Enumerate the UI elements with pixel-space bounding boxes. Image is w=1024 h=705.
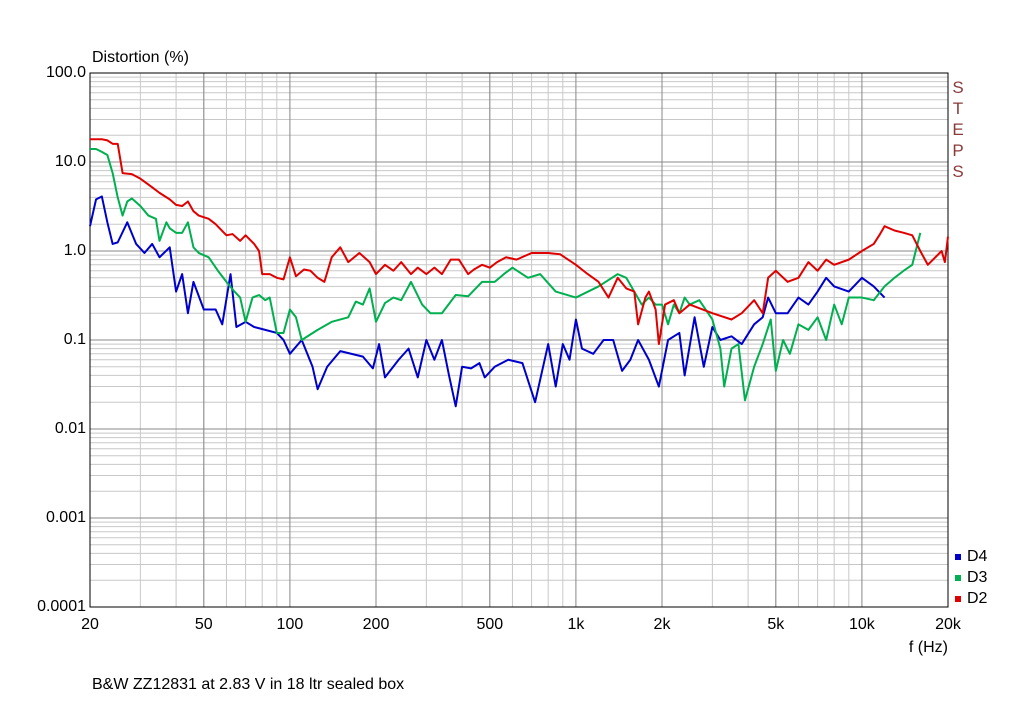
y-axis-title: Distortion (%) [92, 49, 189, 66]
series-line [90, 147, 922, 402]
x-tick-label: 20 [81, 616, 99, 633]
x-tick-label: 10k [849, 616, 876, 633]
legend-swatch [955, 575, 961, 581]
y-tick-label: 1.0 [64, 242, 86, 259]
y-tick-label: 0.1 [64, 331, 86, 348]
legend-swatch [955, 554, 961, 560]
y-tick-label: 0.0001 [37, 598, 86, 615]
series-line [89, 195, 886, 408]
watermark: STEPS [949, 78, 968, 183]
x-axis-title: f (Hz) [909, 639, 948, 656]
y-tick-label: 0.01 [55, 420, 86, 437]
x-tick-label: 200 [363, 616, 390, 633]
x-tick-label: 500 [476, 616, 503, 633]
x-tick-label: 5k [767, 616, 785, 633]
legend-label: D4 [967, 548, 988, 565]
x-tick-label: 100 [277, 616, 304, 633]
x-tick-label: 1k [567, 616, 585, 633]
legend-swatch [955, 596, 961, 602]
y-tick-label: 10.0 [55, 153, 86, 170]
series-line [90, 138, 949, 346]
legend-label: D3 [967, 569, 988, 586]
y-tick-label: 0.001 [46, 509, 86, 526]
x-tick-label: 20k [935, 616, 962, 633]
x-tick-label: 2k [654, 616, 672, 633]
caption: B&W ZZ12831 at 2.83 V in 18 ltr sealed b… [92, 676, 404, 693]
plot-frame [89, 72, 949, 608]
x-tick-label: 50 [195, 616, 213, 633]
y-tick-label: 100.0 [46, 64, 86, 81]
legend-label: D2 [967, 590, 988, 607]
